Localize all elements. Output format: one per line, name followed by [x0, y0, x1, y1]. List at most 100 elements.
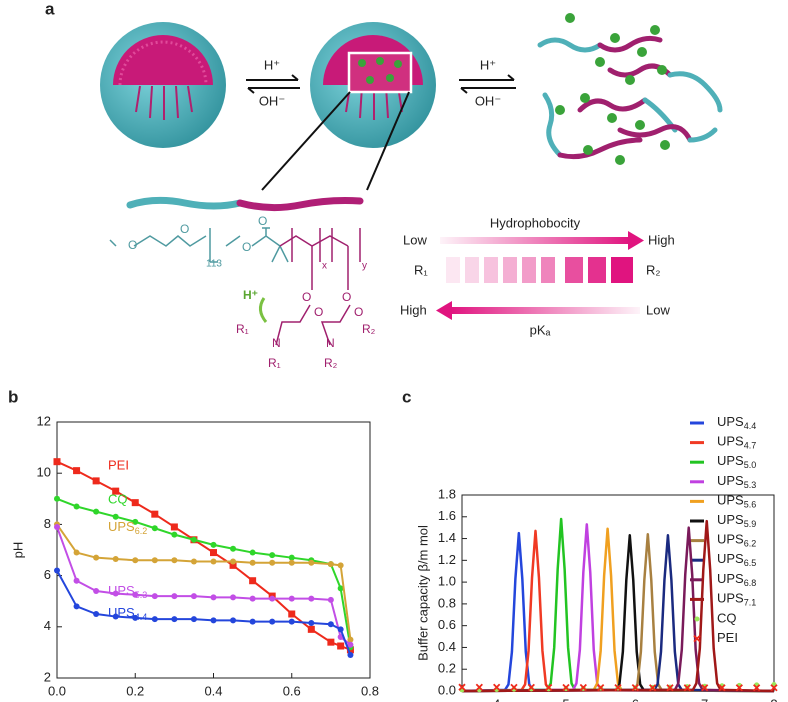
marker: [230, 545, 237, 552]
equilibrium-arrows: [246, 74, 516, 94]
eq-top: H⁺: [264, 57, 280, 72]
y-tick-label: 8: [44, 516, 51, 531]
series-label: UPS5.3: [108, 583, 147, 600]
marker: [151, 557, 158, 564]
marker: [701, 684, 709, 692]
legend-label: UPS4.4: [717, 414, 756, 431]
y-tick-label: 2: [44, 669, 51, 684]
marker: [308, 559, 315, 566]
legend-label: PEI: [717, 630, 738, 645]
marker: [493, 683, 501, 691]
x-tick-label: 8: [770, 696, 777, 702]
panel-label: c: [402, 387, 411, 406]
series-line: [461, 534, 775, 693]
scale-end: R₁: [414, 262, 428, 277]
series: [54, 521, 354, 643]
marker: [230, 617, 237, 624]
series: [54, 523, 354, 648]
marker: [347, 641, 354, 648]
x-tick-label: 0.0: [48, 683, 66, 698]
amine-r: R₂: [324, 356, 338, 370]
marker: [53, 458, 61, 466]
oxygen: O: [314, 305, 323, 319]
marker: [327, 596, 334, 603]
marker: [308, 619, 315, 626]
series-label: CQ: [108, 491, 128, 506]
y-tick-label: 1.2: [438, 552, 456, 567]
micelle-left: [100, 22, 226, 148]
marker: [666, 684, 674, 692]
marker: [73, 603, 80, 610]
marker: [112, 555, 119, 562]
series-label: UPS4.4: [108, 605, 147, 622]
scale-end: Low: [403, 232, 427, 247]
legend-label: CQ: [717, 610, 737, 625]
marker: [753, 684, 761, 692]
marker: [337, 626, 344, 633]
marker: [307, 625, 315, 633]
x-tick-label: 0.2: [126, 683, 144, 698]
y-axis-label: Buffer capacity β/m mol: [415, 525, 430, 661]
legend-label: UPS4.7: [717, 434, 756, 451]
y-tick-label: 1.0: [438, 574, 456, 589]
marker: [190, 536, 197, 543]
x-tick-label: 0.6: [283, 683, 301, 698]
marker: [288, 595, 295, 602]
polymer-chain: [126, 196, 364, 212]
oxygen: O: [180, 222, 189, 236]
marker: [269, 559, 276, 566]
scale: [436, 231, 644, 320]
marker: [112, 590, 119, 597]
marker: [132, 614, 139, 621]
marker: [327, 561, 334, 568]
marker: [288, 618, 295, 625]
proton: H⁺: [243, 288, 258, 302]
x-tick-label: 0.8: [361, 683, 379, 698]
y-tick-label: 0.6: [438, 617, 456, 632]
marker: [73, 503, 80, 510]
marker: [579, 683, 587, 692]
marker: [288, 559, 295, 566]
marker: [93, 587, 100, 594]
amine-r: R₂: [362, 322, 376, 336]
marker: [151, 510, 159, 518]
marker: [170, 523, 178, 531]
charts: 0.00.20.40.60.824681012bVolume of HCl (m…: [8, 387, 778, 702]
marker: [190, 558, 197, 565]
legend-label: UPS5.0: [717, 454, 756, 471]
marker: [131, 499, 139, 507]
marker: [347, 636, 354, 643]
y-axis-label: pH: [10, 542, 25, 559]
marker: [718, 684, 726, 692]
series: [461, 523, 775, 693]
marker: [562, 683, 570, 692]
marker: [249, 618, 256, 625]
oxygen: O: [128, 238, 137, 252]
series-line: [56, 460, 351, 651]
marker: [631, 683, 639, 692]
series: [54, 567, 354, 658]
marker: [288, 610, 296, 618]
y-tick-label: 1.8: [438, 486, 456, 501]
marker: [308, 595, 315, 602]
legend-label: UPS6.2: [717, 532, 756, 549]
series: [461, 526, 775, 693]
legend-label: UPS5.6: [717, 493, 756, 510]
series-label: UPS6.2: [108, 519, 147, 536]
series: [458, 683, 778, 692]
marker: [151, 593, 158, 600]
marker: [229, 561, 237, 569]
marker: [54, 523, 60, 530]
marker: [210, 617, 217, 624]
marker: [190, 593, 197, 600]
marker: [171, 593, 178, 600]
marker: [337, 642, 345, 650]
legend-label: UPS6.8: [717, 571, 756, 588]
oxygen: O: [302, 290, 311, 304]
x-tick-label: 5: [562, 696, 569, 702]
legend-swatch: [693, 634, 701, 643]
x-tick-label: 4: [493, 696, 500, 702]
marker: [249, 559, 256, 566]
marker: [510, 683, 518, 692]
